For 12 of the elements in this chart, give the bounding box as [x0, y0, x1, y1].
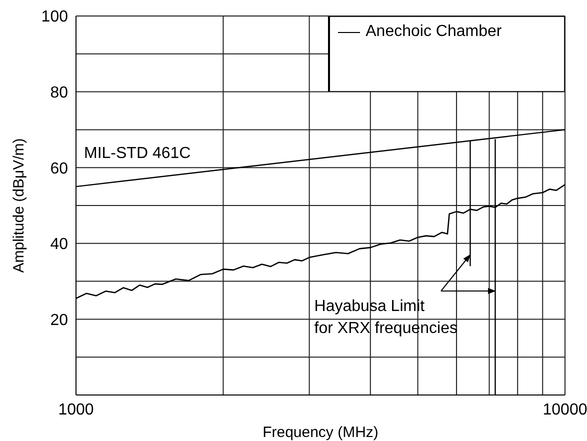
legend-label: Anechoic Chamber	[366, 23, 502, 41]
y-tick-label: 40	[50, 236, 68, 254]
series-label: MIL-STD 461C	[84, 144, 191, 163]
x-tick-label: 10000	[542, 401, 587, 418]
y-tick-label: 60	[50, 160, 68, 178]
y-tick-label: 20	[50, 312, 68, 329]
x-axis-title: Frequency (MHz)	[262, 424, 378, 441]
x-tick-label: 1000	[58, 401, 94, 418]
y-axis-title: Amplitude (dBμV/m)	[10, 138, 28, 273]
y-tick-label: 80	[50, 84, 68, 102]
legend-box: Anechoic Chamber	[328, 16, 565, 92]
y-tick-label: 100	[41, 8, 68, 26]
